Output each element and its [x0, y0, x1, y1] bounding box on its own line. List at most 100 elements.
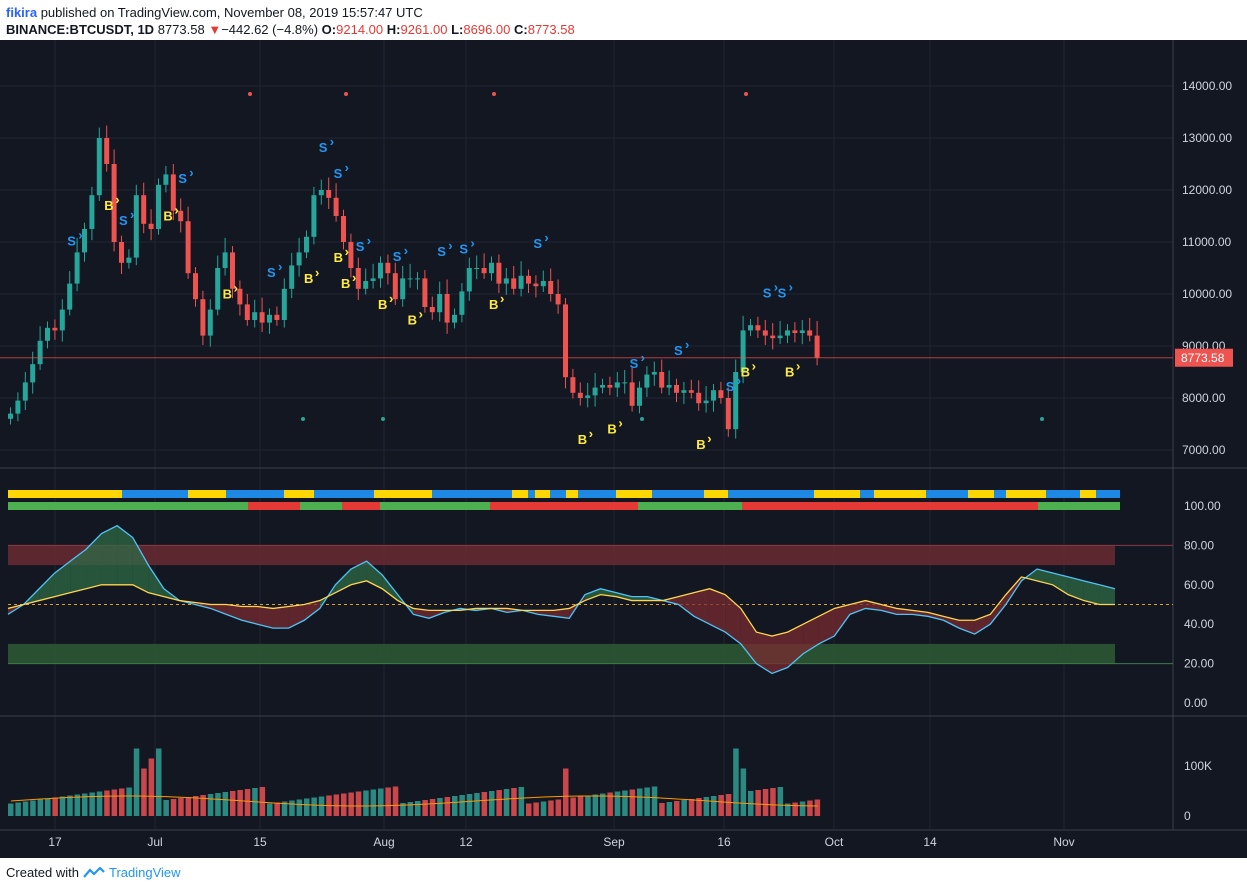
candle-body	[755, 325, 761, 331]
candle-body	[555, 294, 561, 305]
volume-bar	[215, 793, 221, 816]
rsi-fill	[1099, 584, 1115, 605]
sell-signal: S	[178, 171, 187, 186]
symbol-label: BINANCE:BTCUSDT, 1D	[6, 22, 155, 37]
rsi-fill	[241, 606, 258, 625]
time-tick-label: Aug	[373, 835, 394, 849]
trading-chart[interactable]: 14000.00 13000.00 12000.00 11000.00 10000.00…	[0, 40, 1247, 858]
rsi-tick-label: 0.00	[1184, 696, 1208, 710]
close-value: 8773.58	[527, 22, 575, 37]
price-axis[interactable]: 14000.00 13000.00 12000.00 11000.00 10000.00…	[1182, 79, 1232, 457]
candle-body	[104, 138, 110, 164]
volume-bar	[644, 787, 650, 816]
candle-body	[496, 262, 502, 284]
volume-ma-line	[10, 795, 818, 807]
rsi-fill	[678, 592, 695, 617]
signal-arrow-icon: ›	[544, 230, 548, 245]
rsi-fill	[538, 610, 554, 617]
candle-body	[333, 197, 339, 216]
sell-signal: S	[334, 166, 343, 181]
volume-bar	[799, 801, 806, 816]
signal-arrow-icon: ›	[189, 165, 193, 180]
candle-body	[533, 283, 539, 287]
signal-arrow-icon: ›	[367, 233, 371, 248]
time-tick-label: Jul	[147, 835, 162, 849]
volume-bar	[230, 791, 236, 816]
candle-body	[207, 309, 213, 336]
momentum-band-segment	[300, 502, 342, 510]
signal-arrow-icon: ›	[789, 280, 793, 295]
tradingview-logo-icon[interactable]	[83, 865, 105, 879]
candle-body	[725, 398, 731, 430]
signal-arrow-icon: ›	[448, 238, 452, 253]
trend-band-segment	[122, 490, 188, 498]
volume-bar	[82, 793, 88, 816]
volume-bar	[296, 799, 303, 816]
buy-signal: B	[304, 271, 313, 286]
volume-bar	[281, 801, 288, 816]
candle-body	[215, 268, 221, 310]
volume-bar	[244, 789, 251, 816]
trend-band-segment	[860, 490, 874, 498]
candle-body	[429, 307, 435, 313]
buy-signal: B	[223, 286, 232, 301]
candle-body	[548, 281, 554, 294]
volume-bar	[200, 795, 206, 816]
sell-signal: S	[726, 379, 735, 394]
rsi-fill	[1083, 580, 1100, 605]
price-tick-label: 10000.00	[1182, 287, 1232, 301]
candle-body	[696, 392, 702, 404]
candle-body	[651, 372, 657, 375]
volume-bar	[511, 788, 517, 816]
candle-body	[748, 325, 753, 331]
rsi-fill	[351, 561, 367, 585]
tradingview-brand[interactable]: TradingView	[108, 865, 181, 880]
candle-body	[193, 273, 198, 300]
volume-bar	[570, 797, 576, 816]
chart-background	[0, 40, 1247, 858]
price-tick-label: 13000.00	[1182, 131, 1232, 145]
rsi-fill	[912, 610, 928, 617]
candle-body	[452, 314, 457, 323]
trend-band-segment	[550, 490, 566, 498]
candle-body	[711, 390, 716, 401]
author-name[interactable]: fikira	[6, 5, 38, 20]
trend-band-segment	[314, 490, 374, 498]
publish-line: fikira published on TradingView.com, Nov…	[6, 5, 423, 20]
trend-band-segment	[284, 490, 314, 498]
buy-signal: B	[785, 364, 794, 379]
candle-body	[540, 281, 546, 287]
sell-signal: S	[393, 249, 402, 264]
rsi-fill	[148, 565, 164, 597]
trend-band-segment	[704, 490, 728, 498]
volume-bar	[607, 792, 613, 816]
volume-bar	[489, 791, 495, 816]
volume-bar	[311, 797, 317, 816]
signal-arrow-icon: ›	[115, 192, 119, 207]
volume-bar	[45, 798, 51, 816]
candle-body	[659, 372, 665, 388]
candle-body	[355, 268, 361, 289]
candle-body	[585, 395, 591, 398]
volume-bar	[104, 790, 110, 816]
candle-body	[67, 283, 73, 310]
price-tick-label: 12000.00	[1182, 183, 1232, 197]
signal-arrow-icon: ›	[618, 416, 622, 431]
buy-signal: B	[163, 208, 172, 223]
volume-axis: 100K 0	[1184, 759, 1212, 823]
volume-bar	[237, 790, 243, 816]
candle-body	[274, 314, 280, 320]
candle-body	[422, 278, 428, 307]
candle-body	[511, 278, 517, 289]
trend-band-segment	[994, 490, 1006, 498]
trend-band-segment	[968, 490, 994, 498]
time-axis[interactable]: 17 Jul 15 Aug 12 Sep 16 Oct 14 Nov	[48, 835, 1074, 849]
volume-bar	[637, 788, 643, 816]
buy-signal: B	[696, 437, 705, 452]
candle-body	[30, 364, 36, 383]
trend-band-segment	[374, 490, 432, 498]
trend-band-segment	[728, 490, 814, 498]
signal-dot	[744, 92, 748, 96]
rsi-tick-label: 60.00	[1184, 578, 1214, 592]
candle-body	[518, 275, 524, 289]
